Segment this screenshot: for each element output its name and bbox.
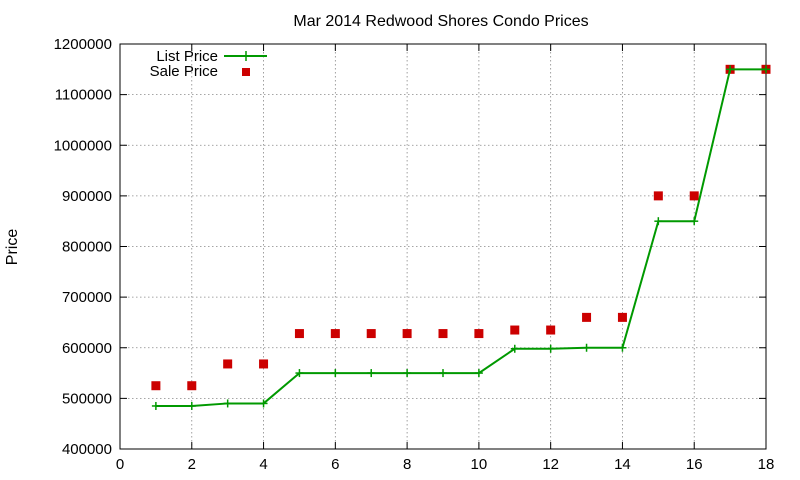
x-tick-label: 14 <box>614 456 631 473</box>
list-price-point <box>510 344 519 353</box>
legend-marker-list-price <box>241 51 251 61</box>
sale-price-point <box>402 329 412 339</box>
y-tick-label: 1100000 <box>55 87 112 104</box>
y-tick-label: 1200000 <box>54 36 112 53</box>
sale-price-point <box>294 329 304 339</box>
sale-price-point <box>259 359 269 369</box>
legend-label-sale-price: Sale Price <box>150 63 218 80</box>
sale-price-point <box>366 329 376 339</box>
list-price-point <box>295 369 304 378</box>
list-price-point <box>474 369 483 378</box>
x-tick-label: 12 <box>542 456 559 473</box>
list-price-point <box>618 343 627 352</box>
y-tick-label: 600000 <box>62 340 112 357</box>
sale-price-point <box>187 381 197 391</box>
grid-lines <box>120 44 766 449</box>
list-price-point <box>439 369 447 378</box>
list-price-point <box>367 369 376 378</box>
list-price-point <box>654 217 663 226</box>
list-price-point <box>582 343 591 352</box>
list-price-point <box>259 399 268 408</box>
list-price-point <box>223 399 232 408</box>
list-price-point <box>403 369 412 378</box>
x-tick-label: 16 <box>686 456 703 473</box>
list-price-point <box>331 369 340 378</box>
chart-title: Mar 2014 Redwood Shores Condo Prices <box>293 13 588 30</box>
x-tick-label: 10 <box>471 456 488 473</box>
list-price-point <box>151 401 160 410</box>
sale-price-point <box>474 329 484 339</box>
list-price-point <box>726 65 735 74</box>
x-tick-label: 2 <box>188 456 196 473</box>
sale-price-point <box>546 325 556 335</box>
list-price-point <box>546 344 555 353</box>
list-price-point <box>690 217 699 226</box>
sale-price-point <box>582 312 592 322</box>
sale-price-point <box>617 312 627 322</box>
x-tick-label: 6 <box>331 456 339 473</box>
sale-price-point <box>223 359 233 369</box>
x-tick-label: 8 <box>403 456 411 473</box>
x-tick-label: 4 <box>259 456 267 473</box>
sale-price-point <box>689 191 699 201</box>
sale-price-point <box>151 381 161 391</box>
legend-marker-sale-price <box>242 68 250 76</box>
y-tick-label: 700000 <box>62 289 112 306</box>
x-tick-label: 0 <box>116 456 124 473</box>
y-tick-label: 500000 <box>62 390 112 407</box>
list-price-point <box>762 65 770 74</box>
sale-price-point <box>330 329 340 339</box>
list-price-point <box>187 401 196 410</box>
sale-price-point <box>438 329 448 339</box>
y-tick-label: 400000 <box>62 441 112 458</box>
x-tick-label: 18 <box>758 456 775 473</box>
sale-price-point <box>653 191 663 201</box>
list-price-line <box>155 68 766 407</box>
series-layer <box>151 64 771 410</box>
y-tick-label: 1000000 <box>54 137 112 154</box>
sale-price-point <box>510 325 520 335</box>
y-tick-label: 800000 <box>62 239 112 256</box>
axis-ticks: 0 2 4 6 8 10 12 14 16 18 400000 500000 600000 700000 8… <box>54 36 775 473</box>
y-axis-label: Price <box>4 229 21 266</box>
legend-label-list-price: List Price <box>156 48 218 65</box>
legend: List Price Sale Price <box>150 48 267 80</box>
y-tick-label: 900000 <box>62 188 112 205</box>
